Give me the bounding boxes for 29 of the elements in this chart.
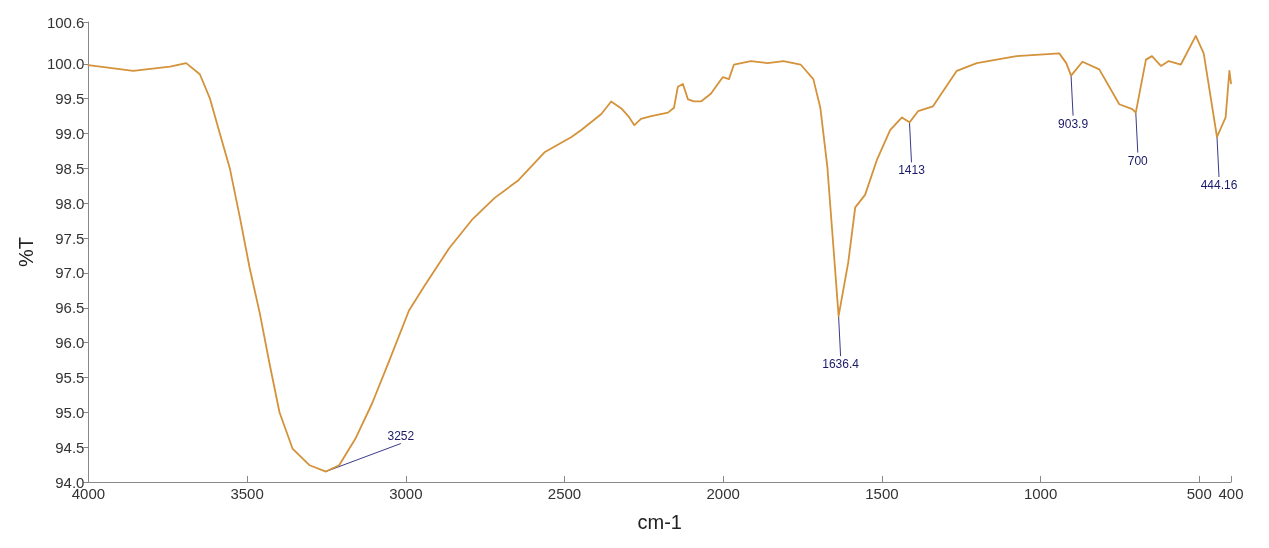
y-tick-label: 98.0 [55, 194, 85, 212]
x-tick-label: 2000 [706, 485, 740, 502]
y-tick-label: 95.0 [55, 403, 85, 421]
x-tick-label: 1500 [865, 485, 899, 502]
y-tick-label: 99.5 [55, 90, 85, 108]
annotation: 903.9 [1058, 116, 1089, 131]
x-tick-label: 500 [1186, 485, 1212, 502]
y-tick-label: 100.0 [46, 55, 85, 73]
y-tick-label: 97.5 [55, 229, 85, 247]
y-tick-label: 95.5 [55, 368, 85, 386]
annotation: 444.16 [1200, 178, 1238, 192]
annotation: 1636.4 [822, 357, 860, 372]
annotation: 700 [1127, 153, 1149, 168]
x-tick-label: 1000 [1023, 485, 1058, 502]
y-tick-label: 94.5 [55, 438, 85, 456]
y-tick-label: 97.0 [55, 264, 85, 282]
x-axis-title: cm-1 [637, 511, 682, 533]
x-tick-label: 2500 [547, 485, 582, 502]
y-tick-label: 100.6 [46, 13, 85, 31]
annotation: 1413 [898, 163, 926, 178]
y-tick-label: 99.0 [55, 125, 85, 143]
annotation: 3252 [387, 428, 415, 443]
y-axis-title: %T [15, 237, 37, 267]
x-tick-label: 3000 [389, 485, 423, 502]
y-tick-label: 96.5 [55, 299, 85, 317]
x-tick-label: 3500 [230, 485, 264, 502]
y-tick-label: 98.5 [55, 159, 85, 177]
y-tick-label: 96.0 [55, 334, 85, 352]
x-tick-label: 400 [1218, 485, 1244, 502]
